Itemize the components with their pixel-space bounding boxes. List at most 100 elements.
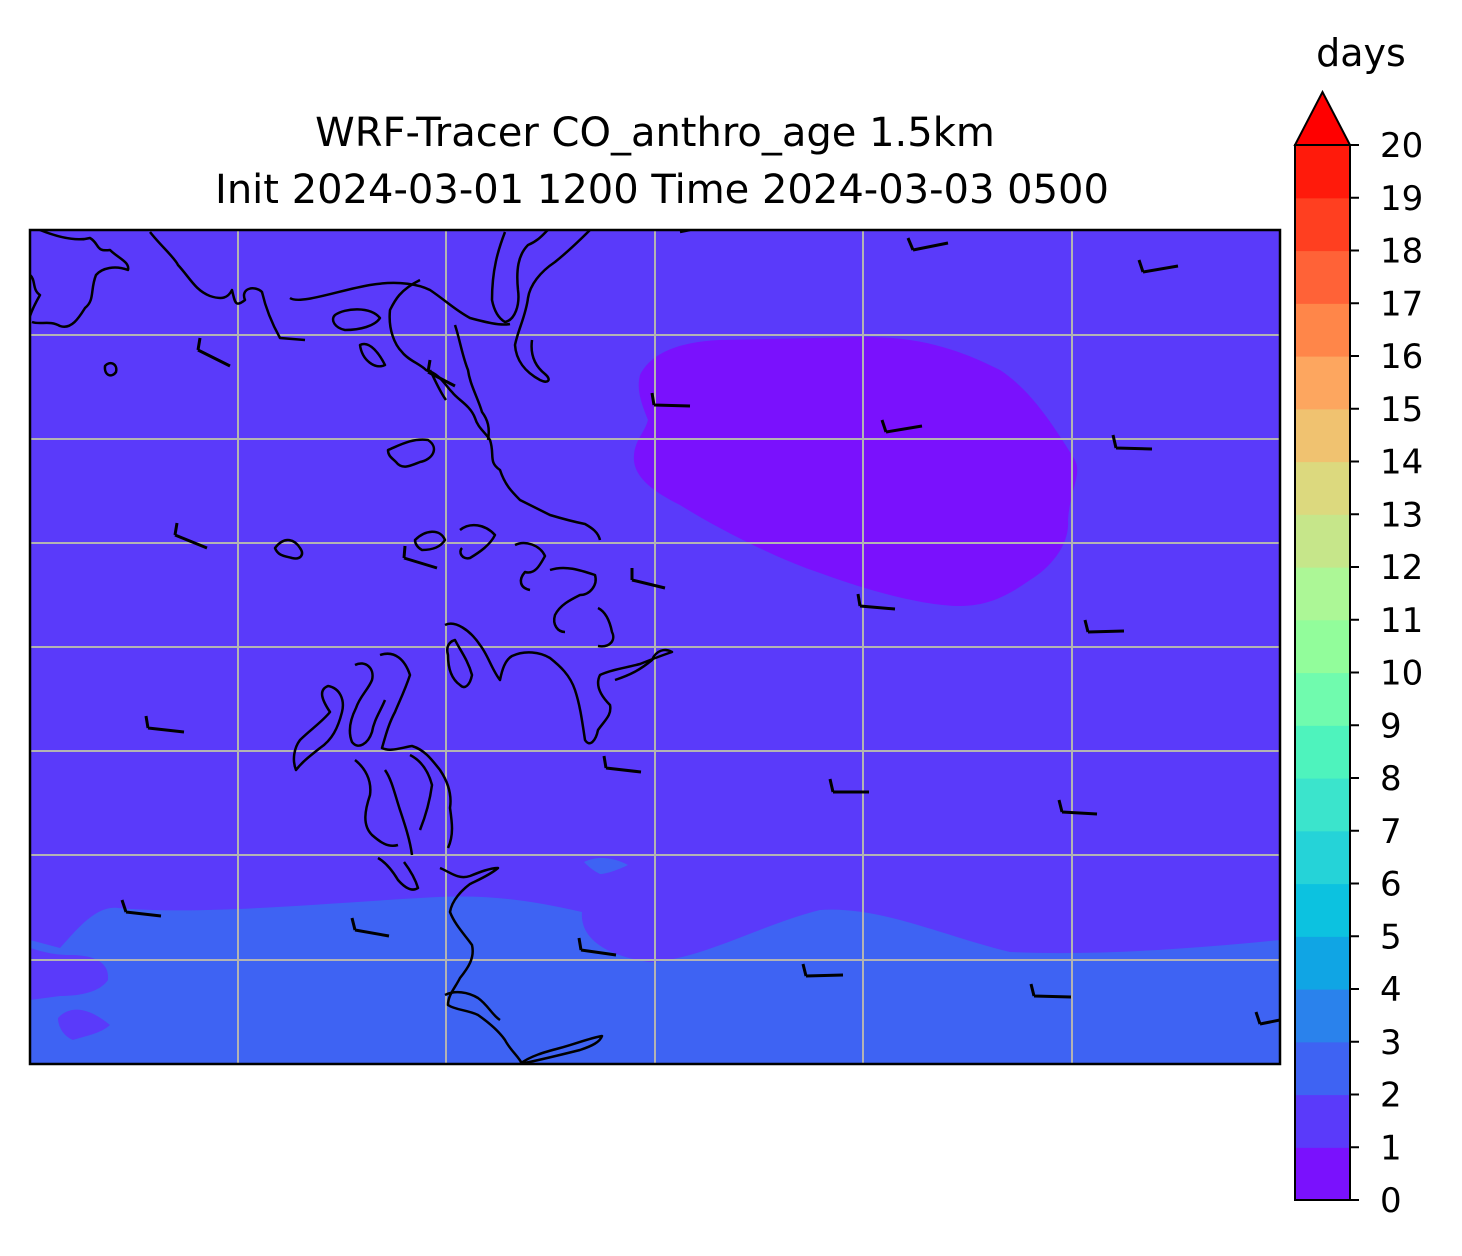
colorbar-segment — [1295, 1041, 1350, 1096]
wind-barb — [173, 522, 208, 550]
wind-barb — [1029, 983, 1072, 999]
wind-barb — [426, 359, 456, 388]
colorbar-segment — [1295, 1147, 1350, 1201]
colorbar-tick-label: 2 — [1380, 1076, 1402, 1116]
colorbar-segment — [1295, 672, 1350, 726]
coastline — [388, 278, 602, 541]
coastline — [149, 231, 306, 342]
colorbar-tick-label: 19 — [1380, 179, 1423, 219]
coastline — [289, 281, 511, 326]
coastline — [354, 759, 399, 847]
colorbar-tick-label: 18 — [1380, 232, 1423, 272]
coastline — [446, 638, 474, 689]
wind-barb — [350, 917, 390, 938]
coastline — [597, 606, 615, 648]
coastline — [490, 230, 549, 324]
wind-barbs — [120, 237, 1280, 1026]
coastline — [331, 308, 382, 332]
wind-barb — [1111, 434, 1153, 451]
colorbar-tick-label: 1 — [1380, 1128, 1402, 1168]
colorbar-extend-max — [1293, 89, 1352, 146]
wind-barb — [120, 899, 162, 918]
colorbar-tick-label: 13 — [1380, 495, 1423, 535]
colorbar-segment — [1295, 250, 1350, 304]
coastline — [453, 324, 490, 441]
colorbar-tick-label: 20 — [1380, 126, 1423, 166]
field-age-1-2-patch — [58, 1009, 110, 1040]
map-frame — [28, 228, 1282, 1066]
wind-barb — [1137, 259, 1179, 274]
chart-title-line2: Init 2024-03-01 1200 Time 2024-03-03 050… — [215, 167, 1109, 213]
colorbar-segment — [1295, 303, 1350, 357]
coastlines — [30, 230, 691, 1064]
coastline — [30, 274, 42, 317]
chart-title-line1: WRF-Tracer CO_anthro_age 1.5km — [315, 110, 995, 156]
colorbar-tick-label: 8 — [1380, 759, 1402, 799]
coastline — [549, 566, 597, 634]
colorbar-tick-label: 10 — [1380, 654, 1423, 694]
colorbar-segment — [1295, 461, 1350, 515]
colorbar-segment — [1295, 408, 1350, 463]
coastline — [413, 530, 447, 552]
wind-barb — [1254, 1011, 1280, 1026]
coastline — [273, 538, 304, 560]
wind-barb — [906, 237, 949, 252]
wind-barb — [801, 963, 844, 978]
coastline — [459, 523, 497, 560]
map-panel — [30, 230, 1280, 1064]
colorbar-segment — [1295, 883, 1350, 937]
wind-barb — [196, 337, 231, 368]
colorbar-tick-label: 6 — [1380, 865, 1402, 905]
gridlines — [30, 230, 1280, 1064]
coastline — [377, 856, 420, 891]
colorbar-tick-label: 7 — [1380, 812, 1402, 852]
colorbar-segment — [1295, 778, 1350, 832]
colorbar-segment — [1295, 936, 1350, 990]
colorbar-tick-label: 3 — [1380, 1023, 1402, 1063]
field-age-2-3-patch — [584, 858, 628, 874]
wind-barb — [1083, 619, 1125, 634]
coastline — [514, 541, 547, 592]
wind-barb — [577, 937, 617, 957]
colorbar-segment — [1295, 356, 1350, 410]
colorbar-segment — [1295, 830, 1350, 885]
coastline — [386, 438, 436, 468]
colorbar-segment — [1295, 1094, 1350, 1148]
wind-barb — [602, 755, 642, 774]
colorbar-tick-label: 17 — [1380, 284, 1423, 324]
coastline — [379, 652, 454, 849]
colorbar-tick-label: 0 — [1380, 1181, 1402, 1221]
wind-barb — [880, 419, 923, 434]
colorbar-segment — [1295, 989, 1350, 1043]
colorbar-tick-label: 11 — [1380, 601, 1423, 641]
colorbar-segment — [1295, 145, 1350, 199]
coastline — [409, 753, 434, 831]
wind-barb — [856, 593, 896, 611]
colorbar-tick-label: 4 — [1380, 970, 1402, 1010]
wind-barb — [1057, 799, 1098, 816]
coastline — [358, 342, 387, 368]
coastline — [31, 230, 130, 328]
colorbar-segment — [1295, 619, 1350, 674]
field-age-0-1 — [633, 336, 1078, 606]
colorbar-segment — [1295, 567, 1350, 621]
coastline — [348, 662, 387, 747]
coastline — [444, 990, 501, 1022]
coastline — [292, 684, 345, 772]
coastline — [513, 230, 591, 383]
wind-barb — [650, 392, 691, 408]
coastline — [444, 622, 674, 745]
colorbar-tick-label: 14 — [1380, 443, 1423, 483]
colorbar-tick-label: 9 — [1380, 706, 1402, 746]
coastline — [519, 1034, 604, 1064]
colorbar-segment — [1295, 725, 1350, 779]
colorbar-segment — [1295, 197, 1350, 252]
coastline — [439, 866, 524, 1064]
colorbar-segment — [1295, 514, 1350, 568]
colorbar-tick-label: 5 — [1380, 917, 1402, 957]
wind-barb — [402, 545, 438, 570]
wind-barb — [144, 715, 185, 734]
coastline — [103, 361, 118, 377]
